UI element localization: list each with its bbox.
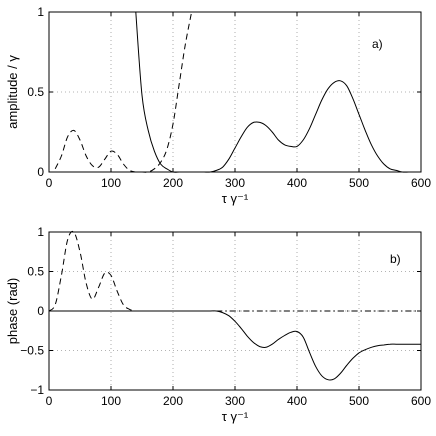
x-tick-label: 600 (411, 176, 431, 190)
panel-a-xlabel: τ γ⁻¹ (222, 191, 249, 206)
y-tick-label: 0 (37, 304, 44, 318)
x-tick-label: 300 (225, 176, 245, 190)
panel-b-xlabel: τ γ⁻¹ (222, 409, 249, 424)
panel-b-series (48, 230, 421, 381)
panel-a-ticks: 0 100 200 300 400 500 600 0 0.5 1 (27, 5, 431, 190)
panel-a-ylabel: amplitude / γ (5, 55, 20, 129)
x-tick-label: 200 (163, 176, 183, 190)
x-tick-label: 0 (46, 176, 53, 190)
y-tick-label: −0.5 (20, 344, 44, 358)
panel-b-tag: b) (390, 252, 401, 266)
y-tick-label: −1 (30, 383, 44, 397)
x-tick-label: 600 (411, 394, 431, 408)
x-tick-label: 500 (349, 394, 369, 408)
panel-a-grid (49, 12, 421, 172)
panel-a-series (54, 11, 421, 173)
y-tick-label: 0.5 (27, 85, 44, 99)
y-tick-label: 0 (37, 165, 44, 179)
x-tick-label: 500 (349, 176, 369, 190)
panel-b: 0 100 200 300 400 500 600−1−0.500.51 b) τ γ⁻¹ … (5, 225, 431, 424)
y-tick-label: 0.5 (27, 265, 44, 279)
x-tick-label: 300 (225, 394, 245, 408)
panel-b-ylabel: phase (rad) (5, 278, 20, 344)
series-line-solid (49, 310, 421, 381)
panel-a: 0 100 200 300 400 500 600 0 0.5 1 a) τ γ⁻¹ amplit… (5, 5, 431, 206)
y-tick-label: 1 (37, 5, 44, 19)
series-line-solid (135, 11, 421, 173)
panel-b-ticks: 0 100 200 300 400 500 600 −1 −0.5 0 0.5 1 (20, 225, 431, 408)
x-tick-label: 0 (46, 394, 53, 408)
x-tick-label: 200 (163, 394, 183, 408)
x-tick-label: 100 (101, 176, 121, 190)
panel-a-tag: a) (372, 37, 383, 51)
x-tick-label: 400 (287, 176, 307, 190)
x-tick-label: 100 (101, 394, 121, 408)
y-tick-label: 1 (37, 225, 44, 239)
series-line-dashed (54, 11, 193, 173)
series-line-dashed (48, 230, 136, 312)
x-tick-label: 400 (287, 394, 307, 408)
